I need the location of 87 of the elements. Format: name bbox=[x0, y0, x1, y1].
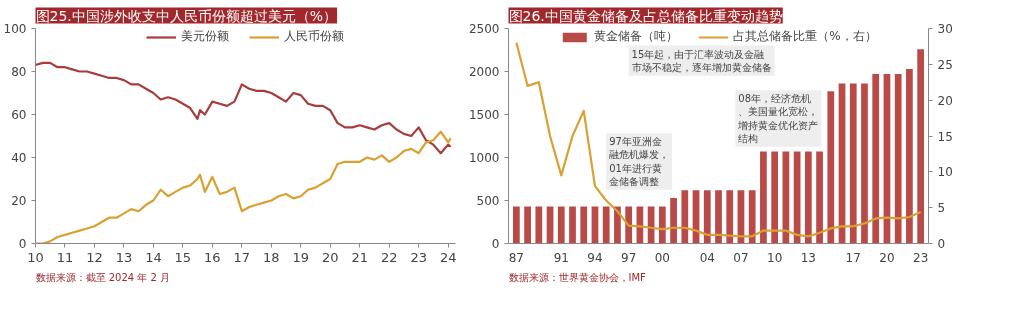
x-tick-label: 21 bbox=[351, 249, 369, 265]
source-note: 数据来源：世界黄金协会，IMF bbox=[508, 271, 647, 283]
line-series bbox=[35, 61, 452, 155]
y2-tick-label: 10 bbox=[937, 165, 953, 180]
annotation: 08年，经济危机、美国量化宽松，增持黄金优化资产结构 bbox=[737, 93, 819, 144]
legend-label: 人民币份额 bbox=[284, 28, 344, 45]
x-tick-label: 04 bbox=[699, 250, 715, 265]
bar bbox=[894, 74, 902, 244]
annotation: 97年亚洲金融危机爆发，01年进行黄金储备调整 bbox=[609, 136, 670, 187]
annotation: 15年起，由于汇率波动及金融市场不稳定，逐年增加黄金储备 bbox=[631, 48, 772, 73]
y2-tick-label: 30 bbox=[937, 22, 953, 36]
bar bbox=[535, 206, 543, 244]
y-tick-label: 1500 bbox=[468, 108, 500, 122]
bar bbox=[715, 190, 722, 244]
bar bbox=[872, 74, 880, 244]
x-tick-label: 17 bbox=[845, 250, 861, 265]
bar bbox=[658, 206, 666, 244]
x-tick-label: 17 bbox=[233, 249, 251, 265]
x-tick-label: 14 bbox=[145, 249, 162, 265]
bar bbox=[512, 206, 520, 244]
source-note: 数据来源：截至 2024 年 2 月 bbox=[35, 271, 171, 283]
y-tick-label: 500 bbox=[476, 194, 500, 208]
y2-tick-label: 0 bbox=[937, 237, 946, 251]
legend-label: 占其总储备比重（%，右） bbox=[733, 28, 877, 45]
x-tick-label: 16 bbox=[204, 249, 221, 265]
x-tick-label: 22 bbox=[380, 249, 398, 265]
y-tick-label: 80 bbox=[11, 65, 27, 79]
x-tick-label: 20 bbox=[879, 250, 895, 265]
x-tick-label: 10 bbox=[27, 249, 44, 265]
chart-title: 图26.中国黄金储备及占总储备比重变动趋势 bbox=[508, 7, 783, 24]
y-tick-label: 2000 bbox=[468, 65, 500, 79]
x-tick-label: 12 bbox=[86, 249, 103, 265]
bar bbox=[614, 206, 621, 244]
y2-tick-label: 15 bbox=[937, 129, 953, 144]
y-tick-label: 2500 bbox=[468, 22, 500, 36]
x-tick-label: 91 bbox=[553, 250, 569, 265]
bar bbox=[827, 91, 835, 244]
bar bbox=[602, 206, 610, 244]
y-tick-label: 40 bbox=[11, 151, 27, 165]
bar bbox=[625, 206, 633, 244]
bar bbox=[816, 151, 823, 244]
x-tick-label: 11 bbox=[56, 249, 74, 265]
x-tick-label: 24 bbox=[439, 249, 457, 265]
x-tick-label: 10 bbox=[767, 250, 783, 265]
line-series bbox=[515, 41, 922, 238]
bar bbox=[569, 206, 576, 244]
x-tick-label: 20 bbox=[321, 249, 339, 265]
x-tick-label: 94 bbox=[587, 250, 603, 265]
y-tick-label: 20 bbox=[11, 194, 27, 208]
x-tick-label: 00 bbox=[654, 250, 670, 265]
x-tick-label: 23 bbox=[913, 250, 929, 265]
y2-tick-label: 5 bbox=[937, 201, 946, 216]
y-tick-label: 0 bbox=[18, 237, 27, 251]
bar bbox=[681, 190, 689, 244]
bar bbox=[524, 206, 531, 244]
y-tick-label: 100 bbox=[3, 22, 27, 36]
x-tick-label: 23 bbox=[410, 249, 427, 265]
bar bbox=[726, 190, 734, 244]
bar bbox=[557, 206, 565, 244]
bar bbox=[861, 83, 868, 244]
bar bbox=[760, 151, 767, 244]
bar bbox=[804, 151, 812, 244]
y-tick-label: 1000 bbox=[468, 151, 500, 165]
y2-tick-label: 25 bbox=[937, 57, 953, 72]
y-tick-label: 0 bbox=[491, 237, 500, 251]
legend-label: 美元份额 bbox=[181, 28, 229, 45]
legend-label: 黄金储备（吨） bbox=[594, 28, 679, 45]
x-tick-label: 18 bbox=[263, 249, 280, 265]
chart-title: 图25.中国涉外收支中人民币份额超过美元（%） bbox=[35, 7, 338, 24]
y2-tick-label: 20 bbox=[937, 93, 953, 108]
bar bbox=[917, 49, 925, 244]
x-tick-label: 13 bbox=[800, 250, 816, 265]
bar bbox=[748, 190, 756, 244]
bar bbox=[906, 68, 913, 244]
line-series bbox=[35, 130, 452, 244]
bar bbox=[771, 151, 779, 244]
x-tick-label: 97 bbox=[621, 250, 637, 265]
x-tick-label: 19 bbox=[292, 249, 310, 265]
x-tick-label: 13 bbox=[115, 249, 133, 265]
x-tick-label: 07 bbox=[733, 250, 749, 265]
x-tick-label: 15 bbox=[174, 249, 192, 265]
x-tick-label: 87 bbox=[508, 250, 525, 265]
bar bbox=[580, 206, 588, 244]
bar bbox=[703, 190, 711, 244]
bar bbox=[670, 197, 677, 244]
y-tick-label: 60 bbox=[11, 108, 27, 122]
bar bbox=[849, 83, 857, 244]
